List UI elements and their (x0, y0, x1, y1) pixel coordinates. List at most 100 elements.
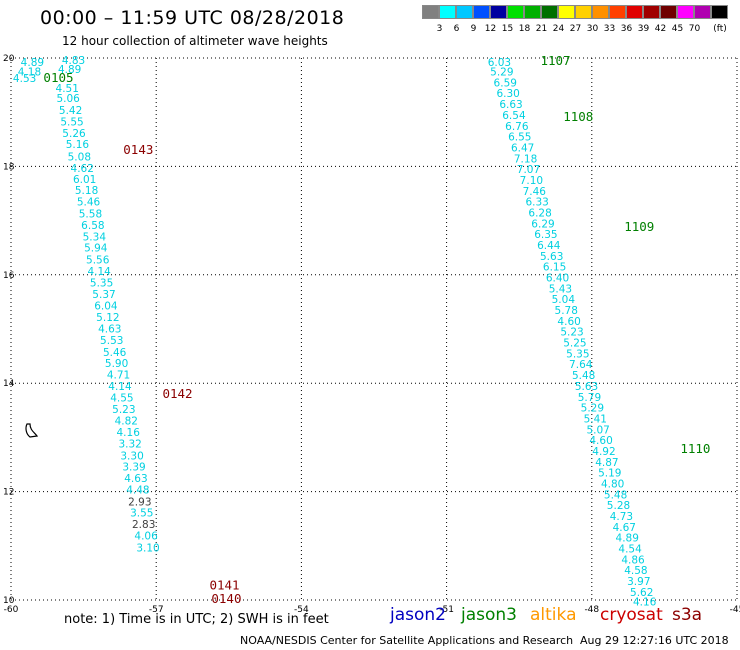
chart-title: 00:00 – 11:59 UTC 08/28/2018 (40, 7, 345, 29)
y-tick-label: 18 (3, 162, 15, 172)
swh-value: 5.26 (62, 128, 86, 140)
swh-value: 5.19 (598, 468, 621, 480)
swh-value: 4.92 (592, 446, 615, 458)
swh-value: 5.16 (66, 139, 90, 151)
swh-value: 6.63 (499, 99, 522, 111)
legend-altika: altika (530, 605, 577, 625)
swh-value: 4.14 (87, 266, 111, 278)
swh-value: 5.12 (96, 312, 119, 324)
swh-value: 4.60 (557, 316, 580, 328)
track-label: 0140 (211, 591, 241, 606)
legend-swatch (626, 5, 643, 19)
legend-swatch (694, 5, 711, 19)
legend-label: 42 (654, 24, 667, 34)
swh-value: 5.07 (586, 424, 609, 436)
swh-value: 5.29 (581, 403, 604, 415)
credit-line: NOAA/NESDIS Center for Satellite Applica… (240, 634, 574, 647)
swh-value: 4.87 (595, 457, 618, 469)
swh-value: 4.55 (110, 392, 133, 404)
swh-value: 6.01 (73, 174, 96, 186)
swh-value: 4.54 (618, 544, 642, 556)
legend-label: 27 (569, 24, 582, 34)
legend-label: 30 (586, 24, 599, 34)
legend-swatch (422, 5, 439, 19)
swh-value: 4.18 (18, 67, 41, 79)
swh-value: 4.16 (633, 597, 657, 609)
swh-value: 3.10 (136, 542, 159, 554)
legend-label: 33 (603, 24, 616, 34)
island-outline (25, 423, 39, 438)
swh-value: 5.62 (630, 587, 653, 599)
swh-value: 5.55 (60, 116, 83, 128)
legend-swatch (507, 5, 524, 19)
swh-value: 3.97 (627, 576, 650, 588)
swh-value: 7.64 (569, 359, 593, 371)
legend-swatch (541, 5, 558, 19)
legend-swatch (592, 5, 609, 19)
legend-label: 18 (518, 24, 531, 34)
swh-value: 6.03 (488, 57, 511, 69)
swh-value: 7.07 (517, 164, 540, 176)
footer-note: note: 1) Time is in UTC; 2) SWH is in fe… (64, 612, 329, 627)
swh-value: 4.06 (134, 531, 158, 543)
swh-value: 4.62 (71, 163, 94, 175)
track-label: 1108 (563, 109, 593, 124)
swh-value: 6.15 (543, 262, 566, 274)
legend-label: 6 (453, 24, 460, 34)
track-label: 1107 (540, 53, 570, 68)
swh-value: 6.58 (81, 220, 104, 232)
swh-value: 5.42 (59, 105, 82, 117)
swh-value: 5.28 (607, 500, 630, 512)
swh-value: 6.55 (508, 132, 531, 144)
swh-value: 3.30 (120, 450, 143, 462)
swh-value: 2.83 (132, 519, 155, 531)
swh-value: 6.30 (496, 88, 519, 100)
swh-value: 5.06 (56, 93, 80, 105)
swh-value: 4.16 (117, 427, 141, 439)
x-tick-label: -51 (439, 605, 454, 615)
swh-value: 6.44 (537, 240, 561, 252)
swh-value: 6.35 (534, 229, 557, 241)
legend-swatch (473, 5, 490, 19)
swh-value: 5.08 (68, 152, 91, 164)
swh-value: 5.48 (572, 370, 595, 382)
swh-value: 6.33 (525, 197, 548, 209)
swh-value: 3.55 (130, 508, 153, 520)
x-tick-label: -57 (149, 605, 164, 615)
swh-value: 5.23 (560, 327, 583, 339)
y-tick-label: 14 (3, 379, 15, 389)
swh-value: 6.59 (494, 77, 517, 89)
track-label: 1109 (624, 219, 654, 234)
swh-value: 7.10 (520, 175, 543, 187)
legend-label: 45 (671, 24, 684, 34)
legend-swatch (558, 5, 575, 19)
swh-value: 4.89 (58, 64, 81, 76)
swh-value: 4.14 (108, 381, 132, 393)
swh-value: 5.94 (84, 243, 108, 255)
swh-value: 4.60 (589, 435, 612, 447)
legend-label: 24 (552, 24, 565, 34)
swh-value: 7.18 (514, 153, 537, 165)
swh-value: 3.32 (118, 438, 141, 450)
swh-value: 5.53 (100, 335, 123, 347)
generated-timestamp: Aug 29 12:27:16 UTC 2018 (580, 634, 729, 647)
swh-value: 5.35 (90, 277, 113, 289)
swh-value: 5.63 (540, 251, 563, 263)
legend-swatch (677, 5, 694, 19)
legend-label: 39 (637, 24, 650, 34)
x-tick-label: -60 (4, 605, 19, 615)
x-tick-label: -54 (294, 605, 309, 615)
legend-swatch (711, 5, 728, 19)
swh-value: 5.63 (575, 381, 598, 393)
swh-value: 4.48 (126, 484, 149, 496)
swh-value: 6.40 (546, 273, 569, 285)
swh-value: 5.23 (112, 404, 135, 416)
legend-swatch (660, 5, 677, 19)
legend-swatch (490, 5, 507, 19)
legend-swatch (643, 5, 660, 19)
swh-value: 5.04 (552, 294, 576, 306)
swh-value: 4.82 (115, 416, 138, 428)
swh-value: 5.79 (578, 392, 601, 404)
swh-value: 5.29 (490, 67, 513, 79)
